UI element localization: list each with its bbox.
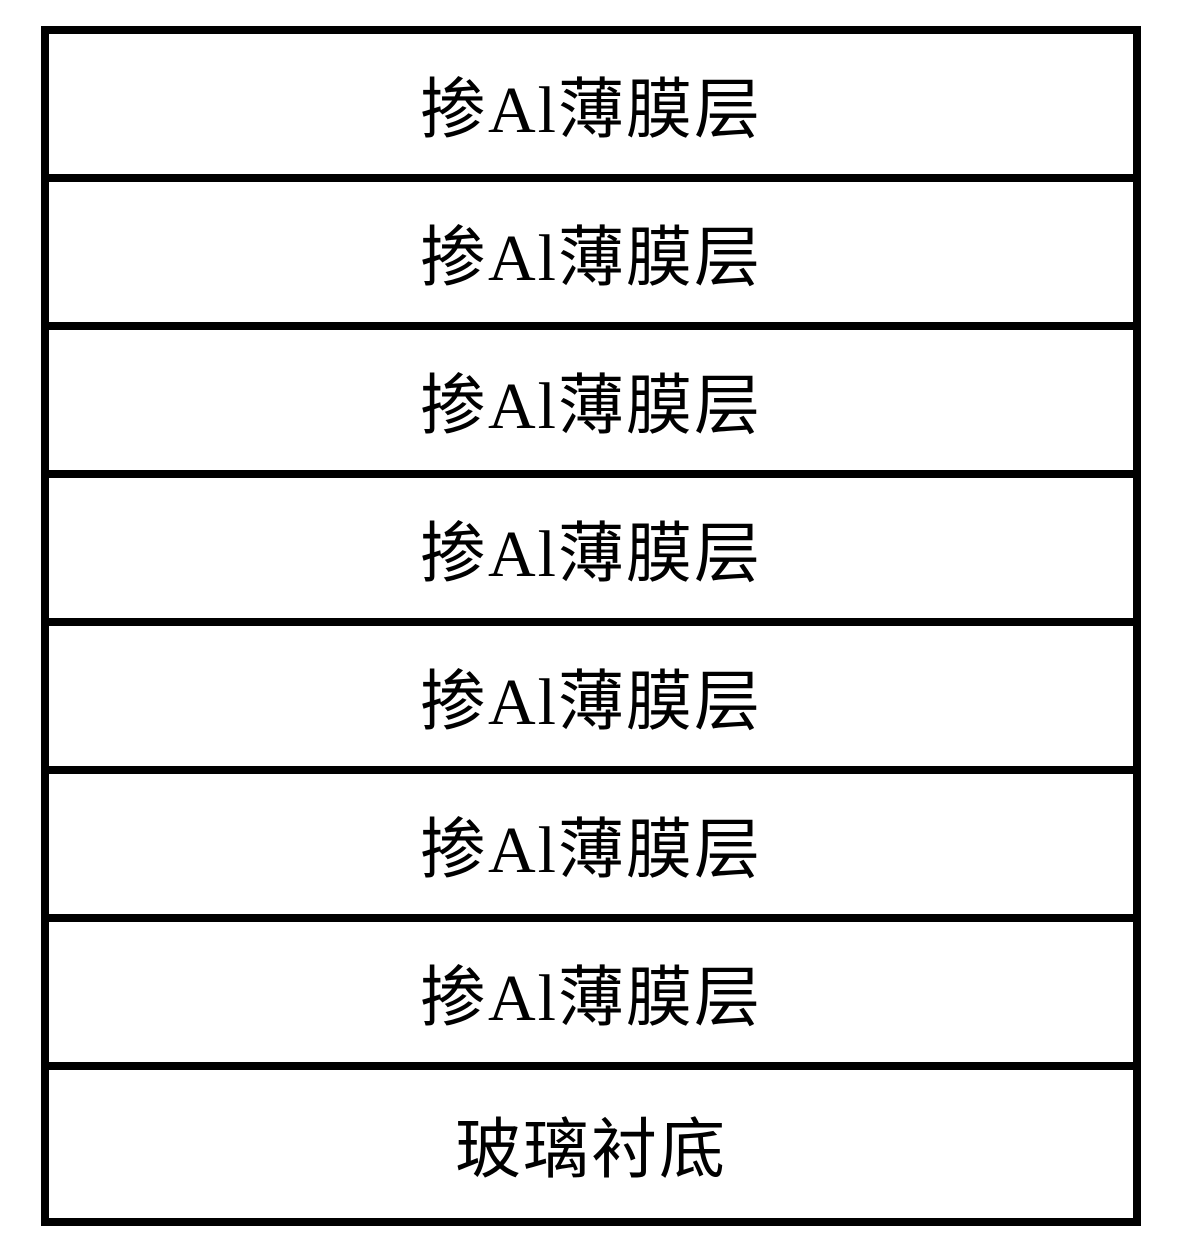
layer-label: 掺Al薄膜层 bbox=[420, 500, 762, 596]
layer-label: 掺Al薄膜层 bbox=[420, 648, 762, 744]
layer-row: 掺Al薄膜层 bbox=[49, 34, 1133, 182]
layer-row: 掺Al薄膜层 bbox=[49, 626, 1133, 774]
layer-row: 掺Al薄膜层 bbox=[49, 774, 1133, 922]
layer-label: 掺Al薄膜层 bbox=[420, 204, 762, 300]
layer-row: 掺Al薄膜层 bbox=[49, 478, 1133, 626]
layer-row: 掺Al薄膜层 bbox=[49, 922, 1133, 1070]
layer-label: 掺Al薄膜层 bbox=[420, 796, 762, 892]
layer-row: 玻璃衬底 bbox=[49, 1070, 1133, 1218]
layer-label: 掺Al薄膜层 bbox=[420, 352, 762, 448]
layer-stack-diagram: 掺Al薄膜层 掺Al薄膜层 掺Al薄膜层 掺Al薄膜层 掺Al薄膜层 掺Al薄膜… bbox=[41, 26, 1141, 1226]
layer-row: 掺Al薄膜层 bbox=[49, 330, 1133, 478]
layer-label: 玻璃衬底 bbox=[455, 1096, 727, 1192]
layer-row: 掺Al薄膜层 bbox=[49, 182, 1133, 330]
layer-label: 掺Al薄膜层 bbox=[420, 56, 762, 152]
layer-label: 掺Al薄膜层 bbox=[420, 944, 762, 1040]
